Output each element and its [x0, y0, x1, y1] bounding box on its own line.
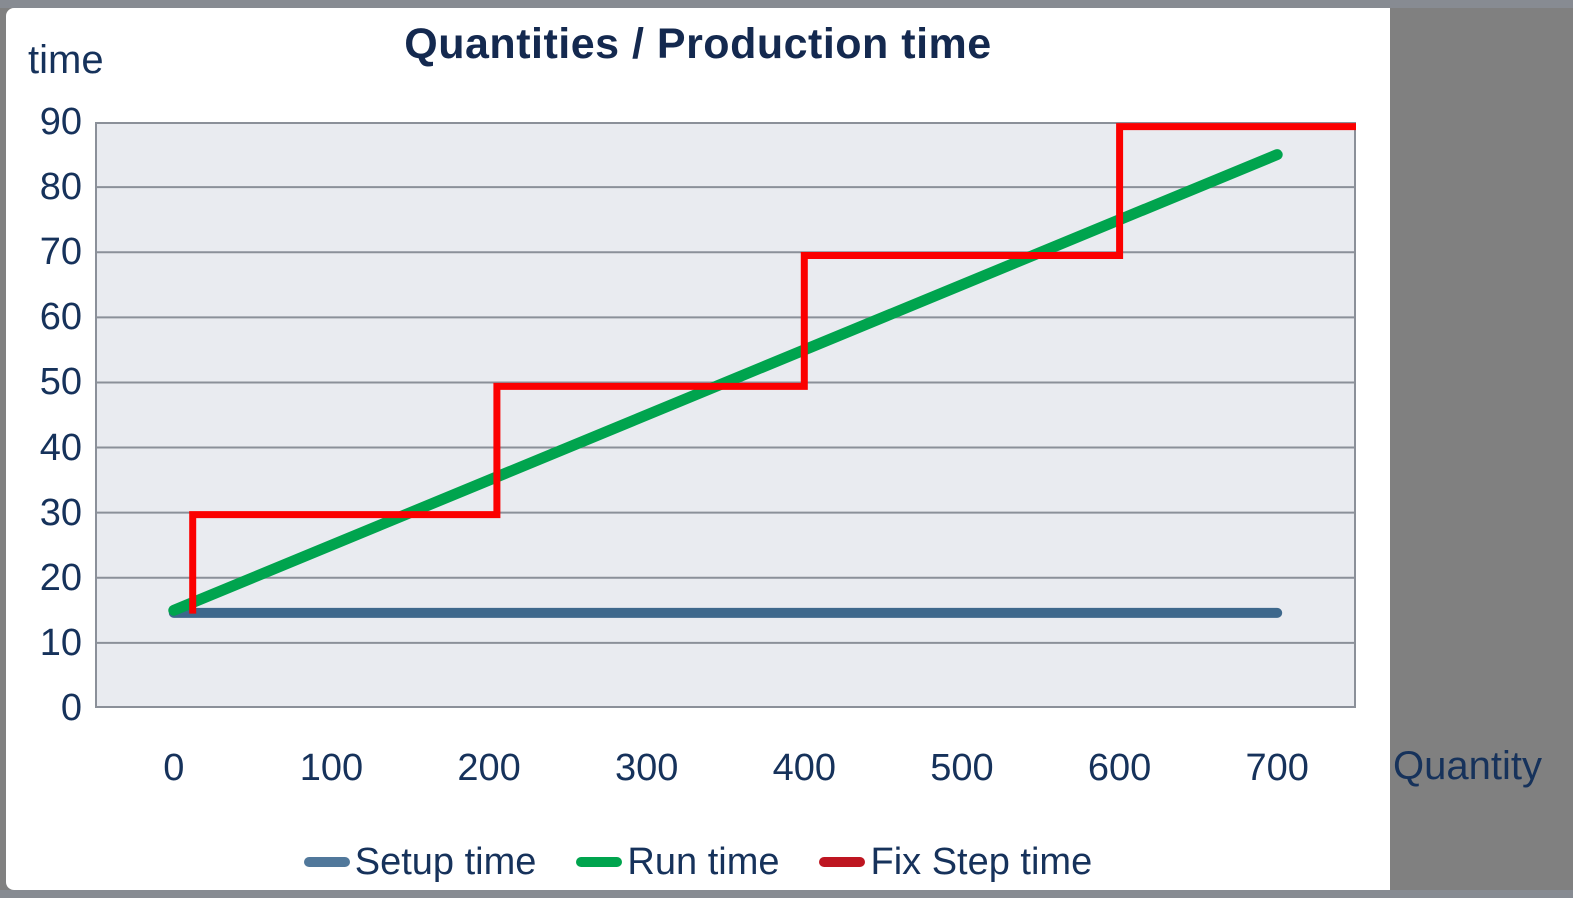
- legend-label: Fix Step time: [870, 840, 1093, 883]
- y-axis-title: time: [28, 38, 104, 82]
- plot-area: [95, 122, 1356, 708]
- x-tick-label-100: 100: [299, 747, 364, 789]
- legend-swatch-icon: [819, 857, 866, 867]
- legend-label: Run time: [627, 840, 780, 883]
- series-line-fix-step-time: [189, 123, 1356, 614]
- x-tick-label-600: 600: [1087, 747, 1152, 789]
- legend-item-setup-time: Setup time: [303, 840, 537, 884]
- y-tick-label-70: 70: [39, 231, 82, 274]
- x-tick-label-200: 200: [457, 747, 521, 789]
- y-tick-label-20: 20: [39, 556, 82, 599]
- x-tick-label-400: 400: [772, 747, 837, 789]
- chart-title: Quantities / Production time: [404, 20, 992, 68]
- x-tick-label-700: 700: [1245, 747, 1309, 789]
- frame-border-top: [0, 0, 1573, 8]
- legend: Setup time Run time Fix Step time: [6, 838, 1390, 886]
- y-tick-label-60: 60: [39, 296, 82, 339]
- x-tick-label-300: 300: [614, 747, 679, 789]
- x-tick-label-0: 0: [163, 747, 185, 789]
- series-line-run-time: [168, 149, 1283, 616]
- y-tick-label-0: 0: [60, 687, 82, 729]
- y-tick-label-50: 50: [39, 361, 82, 404]
- plot-border: [95, 122, 1356, 708]
- y-tick-label-10: 10: [39, 621, 82, 664]
- legend-item-run-time: Run time: [576, 841, 779, 884]
- y-tick-label-90: 90: [39, 101, 82, 143]
- x-axis-title: Quantity: [1393, 744, 1542, 788]
- x-tick-label-500: 500: [930, 747, 994, 789]
- plot-background: [95, 122, 1356, 708]
- frame-border-bottom: [0, 890, 1573, 898]
- y-tick-label-40: 40: [39, 426, 82, 469]
- legend-label: Setup time: [354, 840, 537, 883]
- legend-item-fix-step-time: Fix Step time: [819, 841, 1092, 884]
- legend-swatch-icon: [576, 857, 623, 867]
- y-tick-label-80: 80: [39, 166, 82, 209]
- legend-swatch-icon: [303, 857, 350, 867]
- y-tick-label-30: 30: [39, 491, 82, 534]
